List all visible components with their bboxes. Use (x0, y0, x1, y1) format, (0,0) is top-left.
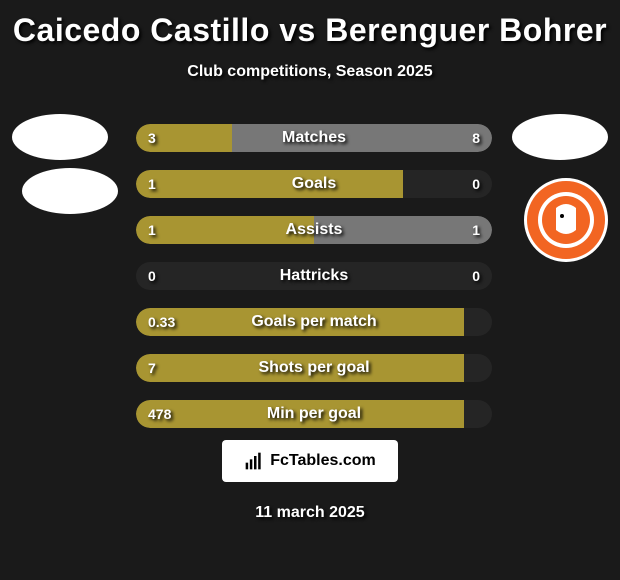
stat-value-left: 0 (148, 262, 156, 290)
stat-bars-container: Matches38Goals10Assists11Hattricks00Goal… (136, 124, 492, 446)
page-title: Caicedo Castillo vs Berenguer Bohrer (0, 0, 620, 49)
player2-avatar (512, 114, 608, 160)
page-subtitle: Club competitions, Season 2025 (0, 63, 620, 81)
brand-badge[interactable]: FcTables.com (222, 440, 398, 482)
stat-value-left: 478 (148, 400, 171, 428)
stat-value-left: 3 (148, 124, 156, 152)
stat-value-right: 0 (472, 262, 480, 290)
stat-label: Matches (136, 124, 492, 152)
stat-label: Min per goal (136, 400, 492, 428)
stat-row: Min per goal478 (136, 400, 492, 428)
stat-value-right: 8 (472, 124, 480, 152)
stat-value-left: 1 (148, 170, 156, 198)
brand-label: FcTables.com (270, 452, 376, 470)
stat-label: Goals per match (136, 308, 492, 336)
stat-label: Assists (136, 216, 492, 244)
stat-label: Shots per goal (136, 354, 492, 382)
stat-value-left: 0.33 (148, 308, 175, 336)
stat-value-left: 7 (148, 354, 156, 382)
stat-row: Matches3 8 (136, 124, 492, 152)
stat-row: Hattricks0 0 (136, 262, 492, 290)
player2-club-badge (524, 178, 608, 262)
chart-icon (244, 451, 264, 471)
stat-value-right: 1 (472, 216, 480, 244)
stat-row: Goals1 0 (136, 170, 492, 198)
stat-label: Goals (136, 170, 492, 198)
stat-value-left: 1 (148, 216, 156, 244)
stat-row: Shots per goal7 (136, 354, 492, 382)
stat-row: Goals per match0.33 (136, 308, 492, 336)
player1-club-badge (22, 168, 118, 214)
stat-label: Hattricks (136, 262, 492, 290)
date-label: 11 march 2025 (0, 504, 620, 522)
player1-avatar (12, 114, 108, 160)
stat-value-right: 0 (472, 170, 480, 198)
stat-row: Assists1 1 (136, 216, 492, 244)
